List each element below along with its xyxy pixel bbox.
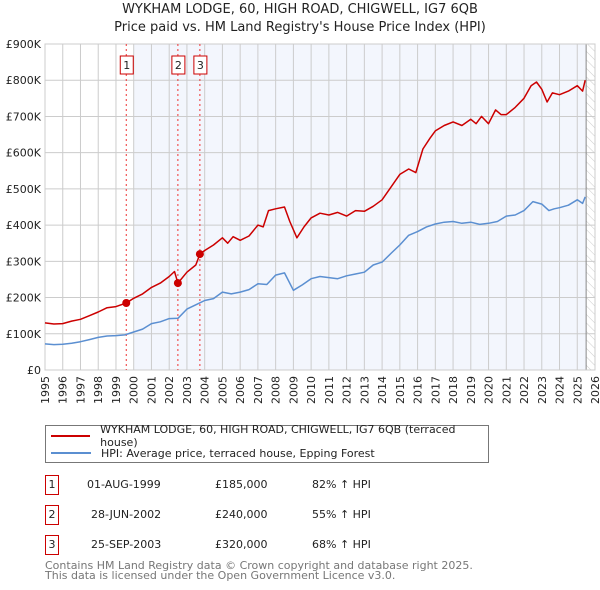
x-tick-label: 2026: [589, 376, 600, 404]
attribution-line: This data is licensed under the Open Gov…: [45, 569, 396, 582]
x-tick-label: 2006: [234, 376, 247, 404]
x-tick-label: 2008: [270, 376, 283, 404]
sale-label-box: [119, 55, 134, 75]
x-tick-label: 2017: [429, 376, 442, 404]
sale-row: 1 01-AUG-1999 £185,000 82% ↑ HPI: [45, 475, 445, 495]
series-line: [44, 196, 586, 346]
sale-date: 01-AUG-1999: [87, 478, 161, 491]
sale-point: [195, 250, 204, 259]
x-tick-label: 2023: [536, 376, 549, 404]
y-tick-label: £900K: [6, 38, 42, 51]
x-tick-label: 1996: [57, 376, 70, 404]
sale-label-box: [193, 55, 208, 75]
y-tick-label: £300K: [6, 255, 42, 268]
x-tick-label: 2004: [199, 376, 212, 404]
legend-swatch-blue: [51, 452, 91, 454]
x-tick-label: 2022: [518, 376, 531, 404]
sale-hpi-change: 68% ↑ HPI: [312, 538, 371, 551]
sale-price: £240,000: [215, 508, 268, 521]
legend-swatch-red: [51, 435, 91, 437]
x-tick-label: 2024: [554, 376, 567, 404]
sale-row: 2 28-JUN-2002 £240,000 55% ↑ HPI: [45, 505, 445, 525]
sale-label: 2: [175, 59, 182, 72]
x-tick-label: 2013: [358, 376, 371, 404]
x-tick-label: 2002: [163, 376, 176, 404]
sale-price: £320,000: [215, 538, 268, 551]
attribution: Contains HM Land Registry data © Crown c…: [45, 559, 473, 582]
x-tick-label: 2016: [412, 376, 425, 404]
series-line: [44, 80, 586, 325]
x-tick-label: 2005: [216, 376, 229, 404]
chart-title: WYKHAM LODGE, 60, HIGH ROAD, CHIGWELL, I…: [122, 2, 478, 17]
sale-date: 25-SEP-2003: [91, 538, 162, 551]
legend-label: HPI: Average price, terraced house, Eppi…: [101, 446, 375, 460]
x-tick-label: 2010: [305, 376, 318, 404]
sale-label-box: [171, 55, 186, 75]
sale-marker-badge: 2: [45, 505, 59, 525]
y-tick-label: £200K: [6, 292, 42, 305]
sale-point: [122, 298, 131, 307]
x-tick-label: 2011: [323, 376, 336, 404]
sale-date: 28-JUN-2002: [91, 508, 162, 521]
sale-hpi-change: 55% ↑ HPI: [312, 508, 371, 521]
x-tick-label: 2009: [287, 376, 300, 404]
sale-row: 3 25-SEP-2003 £320,000 68% ↑ HPI: [45, 535, 445, 555]
sale-point: [173, 279, 182, 288]
x-tick-label: 1997: [74, 376, 87, 404]
sale-marker-badge: 1: [45, 475, 59, 495]
x-tick-label: 2020: [483, 376, 496, 404]
legend-label: WYKHAM LODGE, 60, HIGH ROAD, CHIGWELL, I…: [100, 423, 456, 449]
sale-label: 3: [197, 59, 204, 72]
sale-hpi-change: 82% ↑ HPI: [312, 478, 371, 491]
sale-marker-badge: 3: [45, 535, 59, 555]
x-tick-label: 2012: [341, 376, 354, 404]
shaded-period: [133, 44, 587, 370]
plot-border: [44, 43, 596, 371]
x-tick-label: 2019: [465, 376, 478, 404]
x-tick-label: 2001: [145, 376, 158, 404]
y-tick-label: £800K: [6, 74, 42, 87]
x-tick-label: 2000: [128, 376, 141, 404]
x-tick-label: 2021: [500, 376, 513, 404]
legend: WYKHAM LODGE, 60, HIGH ROAD, CHIGWELL, I…: [45, 423, 489, 463]
y-tick-label: £600K: [6, 147, 42, 160]
x-tick-label: 2014: [376, 376, 389, 404]
x-tick-label: 2003: [181, 376, 194, 404]
y-tick-label: £700K: [6, 110, 42, 123]
legend-item-hpi: HPI: Average price, terraced house, Eppi…: [51, 445, 375, 461]
y-tick-label: £100K: [6, 328, 42, 341]
sale-price: £185,000: [215, 478, 268, 491]
future-hatch-region: [586, 44, 595, 370]
legend-item-property: WYKHAM LODGE, 60, HIGH ROAD, CHIGWELL, I…: [51, 423, 488, 449]
x-tick-label: 2018: [447, 376, 460, 404]
x-tick-label: 2025: [571, 376, 584, 404]
x-tick-label: 1998: [92, 376, 105, 404]
y-tick-label: £0: [27, 364, 41, 377]
y-tick-label: £500K: [6, 183, 42, 196]
y-tick-label: £400K: [6, 219, 42, 232]
x-tick-label: 2007: [252, 376, 265, 404]
x-tick-label: 1995: [39, 376, 52, 404]
x-tick-label: 2015: [394, 376, 407, 404]
attribution-line: Contains HM Land Registry data © Crown c…: [45, 559, 473, 572]
line-chart: 1995 1996 1997 1998 1999 2000 2001 2002 2003 2004…: [6, 38, 600, 404]
x-tick-label: 1999: [110, 376, 123, 404]
chart-subtitle: Price paid vs. HM Land Registry's House …: [114, 20, 486, 35]
sale-label: 1: [123, 59, 130, 72]
